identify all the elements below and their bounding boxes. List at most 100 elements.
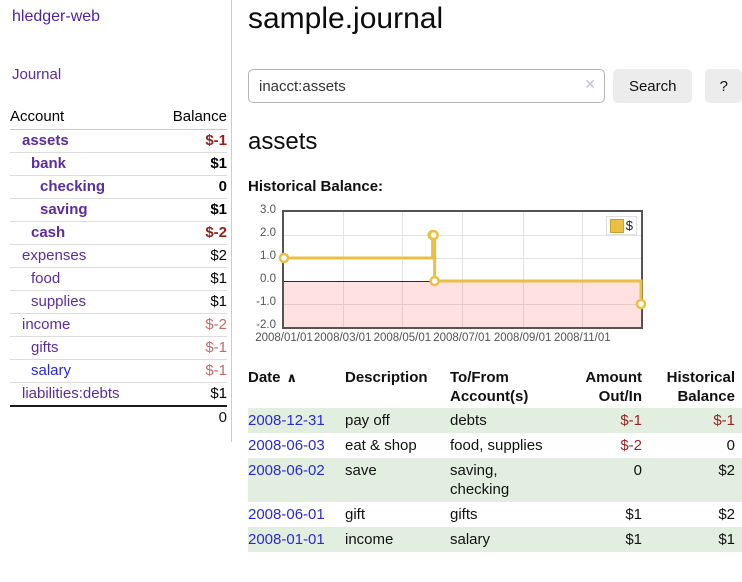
accounts-cell: food, supplies (450, 437, 543, 454)
historical-balance-chart: $ 3.0 2.0 1.0 0.0 -1.0 -2.0 2008/01/01 2008/03/… (248, 203, 728, 347)
register-row: 2008-06-01 gift gifts $1 $2 (248, 502, 742, 527)
account-balance: $-1 (205, 362, 227, 379)
account-link[interactable]: expenses (22, 247, 87, 264)
account-row: checking 0 (10, 176, 227, 199)
account-link[interactable]: liabilities:debts (22, 385, 120, 402)
account-row: supplies $1 (10, 291, 227, 314)
account-row: expenses $2 (10, 245, 227, 268)
transaction-date-link[interactable]: 2008-01-01 (248, 531, 325, 548)
account-balance: 0 (218, 178, 227, 195)
sidebar-item-journal[interactable]: Journal (12, 66, 62, 83)
accounts-total-value: 0 (218, 409, 227, 426)
accounts-column-header: To/From Account(s) (450, 369, 529, 405)
transaction-date-link[interactable]: 2008-06-03 (248, 437, 325, 454)
account-link[interactable]: food (31, 270, 61, 287)
balance-cell: 0 (726, 437, 735, 454)
account-row: cash $-2 (10, 222, 227, 245)
date-column-header[interactable]: Date ∧ (248, 369, 298, 386)
help-button[interactable]: ? (705, 69, 742, 103)
search-input[interactable] (248, 69, 605, 103)
transaction-date-link[interactable]: 2008-06-01 (248, 506, 325, 523)
description-cell: income (345, 531, 394, 548)
account-link[interactable]: cash (31, 224, 66, 241)
data-point-marker (278, 252, 290, 264)
account-column-header: Account (10, 108, 65, 125)
legend-swatch-icon (609, 218, 624, 233)
account-row: assets $-1 (10, 130, 227, 153)
y-axis-label: 1.0 (260, 250, 276, 262)
account-balance: $-1 (205, 132, 227, 149)
x-axis-label: 2008/07/01 (433, 332, 491, 344)
account-balance: $1 (210, 385, 227, 402)
date-cell: 2008-01-01 (248, 527, 345, 552)
data-point-marker (429, 275, 440, 287)
chart-plot: $ (278, 210, 647, 329)
description-cell: gift (345, 506, 366, 523)
account-link[interactable]: assets (22, 132, 69, 149)
accounts-cell: salary (450, 531, 491, 548)
account-row: bank $1 (10, 153, 227, 176)
x-axis-label: 2008/09/01 (493, 332, 552, 344)
gridline (582, 212, 584, 327)
accounts-table-header: Account Balance (10, 105, 227, 130)
search-box: ✕ (248, 69, 605, 103)
description-column-header: Description (345, 369, 428, 386)
negative-region (284, 281, 641, 327)
date-cell: 2008-06-01 (248, 502, 345, 527)
clear-search-icon[interactable]: ✕ (584, 77, 596, 93)
account-balance: $1 (210, 155, 227, 172)
account-link[interactable]: saving (40, 201, 88, 218)
balance-cell: $1 (718, 531, 735, 548)
register-table: Date ∧ Description To/From Account(s) Amo… (248, 366, 742, 552)
account-balance: $2 (210, 247, 227, 264)
date-cell: 2008-06-02 (248, 458, 345, 502)
account-balance: $-2 (205, 316, 227, 333)
account-row: income $-2 (10, 314, 227, 337)
date-cell: 2008-12-31 (248, 408, 345, 433)
account-link[interactable]: supplies (31, 293, 87, 310)
data-point-marker (428, 229, 439, 241)
chart-legend: $ (605, 216, 637, 235)
account-link[interactable]: income (22, 316, 71, 333)
date-cell: 2008-06-03 (248, 433, 345, 458)
register-row: 2008-06-03 eat & shop food, supplies $-2 0 (248, 433, 742, 458)
gridline (402, 212, 404, 327)
amount-cell: $1 (625, 506, 642, 523)
description-cell: save (345, 462, 377, 479)
amount-column-header: Amount Out/In (585, 369, 642, 405)
description-cell: eat & shop (345, 437, 417, 454)
x-axis-label: 2008/01/01 (255, 332, 313, 344)
transaction-date-link[interactable]: 2008-06-02 (248, 462, 325, 479)
main-content: sample.journal ✕ Search ? assets Histori… (233, 0, 742, 552)
amount-cell: 0 (633, 462, 642, 479)
balance-cell: $2 (718, 462, 735, 479)
search-button[interactable]: Search (612, 69, 693, 103)
account-balance: $1 (210, 201, 227, 218)
gridline (462, 212, 463, 327)
balance-line-series (278, 229, 647, 310)
search-form: ✕ Search ? (248, 69, 742, 103)
account-balance: $1 (210, 270, 227, 287)
accounts-table: Account Balance assets $-1 bank $1 checking 0… (10, 105, 227, 428)
account-link[interactable]: salary (31, 362, 72, 379)
x-axis-label: 2008/05/01 (373, 332, 432, 344)
app-title-link[interactable]: hledger-web (12, 8, 101, 25)
account-link[interactable]: gifts (31, 339, 59, 356)
x-axis-label: 2008/11/01 (553, 332, 611, 344)
account-link[interactable]: bank (31, 155, 67, 172)
account-row: saving $1 (10, 199, 227, 222)
chart-title: Historical Balance: (248, 178, 384, 195)
y-axis-label: -2.0 (256, 319, 276, 331)
account-link[interactable]: checking (40, 178, 106, 195)
gridline (342, 212, 344, 327)
balance-cell: $-1 (713, 412, 735, 429)
transaction-date-link[interactable]: 2008-12-31 (248, 412, 325, 429)
balance-column-header: Balance (172, 108, 227, 125)
sort-ascending-icon: ∧ (286, 371, 298, 386)
balance-cell: $2 (718, 506, 735, 523)
y-axis-label: -1.0 (256, 296, 276, 308)
page-title: sample.journal (248, 2, 444, 35)
amount-cell: $1 (625, 531, 642, 548)
amount-cell: $-1 (620, 412, 642, 429)
account-row: liabilities:debts $1 (10, 383, 227, 405)
